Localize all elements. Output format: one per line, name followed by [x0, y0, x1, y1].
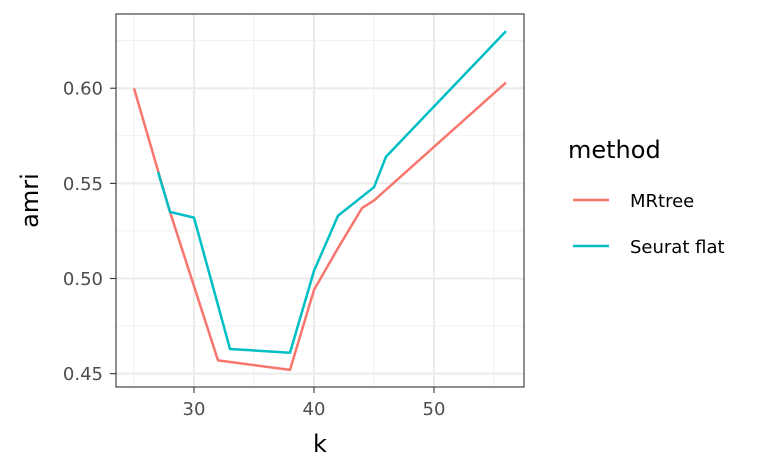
series-line-seurat-flat	[156, 30, 507, 354]
y-tick-label: 0.45	[63, 364, 103, 385]
legend-title: method	[568, 136, 661, 164]
x-axis: 30 40 50	[183, 387, 446, 420]
legend-label: Seurat flat	[630, 237, 725, 258]
legend: method MRtree Seurat flat	[568, 136, 725, 258]
y-tick-label: 0.55	[63, 174, 103, 195]
y-axis-title: amri	[16, 173, 44, 228]
minor-gridlines	[116, 14, 524, 387]
plot-border	[115, 13, 525, 388]
series-lines	[132, 30, 507, 372]
y-axis: 0.45 0.50 0.55 0.60	[63, 79, 116, 385]
x-axis-title: k	[313, 430, 327, 458]
y-tick-label: 0.50	[63, 269, 103, 290]
series-line-mrtree	[132, 81, 507, 372]
y-tick-label: 0.60	[63, 79, 103, 100]
legend-label: MRtree	[630, 191, 694, 212]
plot-panel	[116, 14, 524, 387]
x-tick-label: 40	[303, 399, 326, 420]
x-tick-label: 50	[423, 399, 446, 420]
x-tick-label: 30	[183, 399, 206, 420]
